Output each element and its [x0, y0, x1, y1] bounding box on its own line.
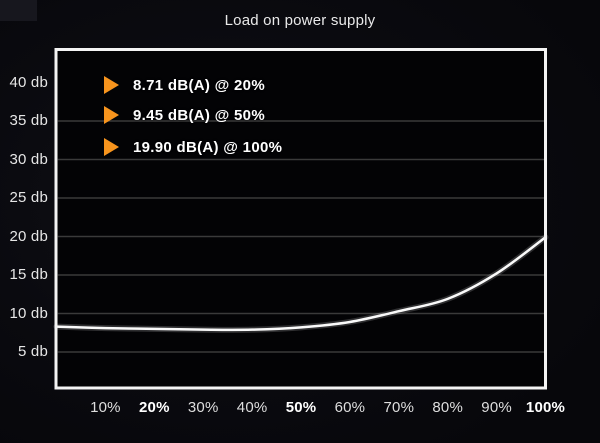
- legend-item-label: 19.90 dB(A) @ 100%: [133, 138, 283, 156]
- y-axis-label: 5 db: [18, 343, 48, 360]
- y-axis-label: 10 db: [9, 304, 48, 322]
- y-axis-label: 20 db: [9, 227, 48, 245]
- chart-title: Load on power supply: [224, 12, 376, 29]
- x-axis-label: 10%: [90, 399, 121, 416]
- legend-triangle-icon: [104, 106, 119, 124]
- legend-triangle-icon: [104, 76, 119, 94]
- legend-item: 9.45 dB(A) @ 50%: [104, 106, 265, 124]
- legend-item: 19.90 dB(A) @ 100%: [104, 138, 282, 156]
- corner-patch-decoration: [0, 0, 37, 21]
- x-axis-label: 50%: [285, 399, 317, 416]
- legend-item: 8.71 dB(A) @ 20%: [104, 76, 265, 94]
- y-axis-label: 40 db: [9, 73, 48, 91]
- x-axis-label: 80%: [432, 399, 463, 416]
- x-axis-label: 30%: [187, 399, 219, 416]
- y-axis-label: 25 db: [9, 189, 48, 206]
- y-axis-label: 35 db: [9, 112, 48, 129]
- y-axis-label: 15 db: [9, 266, 48, 283]
- x-axis-label: 100%: [525, 399, 566, 416]
- legend-triangle-icon: [104, 138, 119, 156]
- legend-item-label: 9.45 dB(A) @ 50%: [133, 106, 265, 124]
- x-axis-label: 20%: [138, 399, 170, 416]
- x-axis-label: 40%: [236, 399, 268, 416]
- x-axis-label: 60%: [334, 399, 366, 416]
- x-axis-label: 70%: [383, 399, 415, 416]
- y-axis-label: 30 db: [9, 150, 48, 168]
- x-axis-label: 90%: [481, 399, 512, 416]
- legend-item-label: 8.71 dB(A) @ 20%: [133, 76, 265, 94]
